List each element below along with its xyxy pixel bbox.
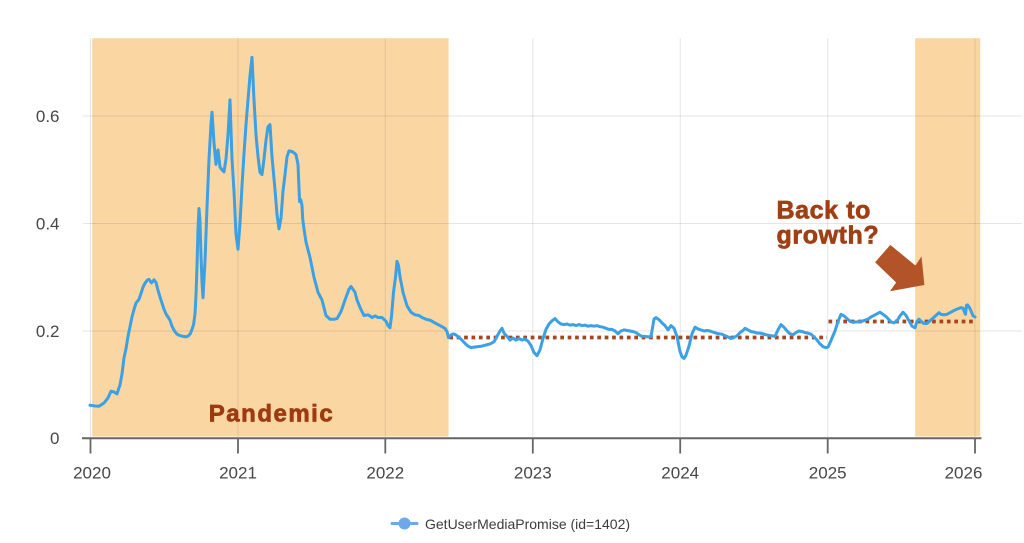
svg-text:0: 0 — [50, 429, 59, 448]
svg-text:2022: 2022 — [366, 464, 404, 483]
svg-text:0.6: 0.6 — [36, 107, 60, 126]
svg-text:2020: 2020 — [73, 464, 111, 483]
svg-text:growth?: growth? — [777, 221, 880, 249]
svg-text:GetUserMediaPromise (id=1402): GetUserMediaPromise (id=1402) — [425, 516, 630, 532]
svg-text:2023: 2023 — [514, 464, 552, 483]
svg-text:0.2: 0.2 — [36, 322, 60, 341]
svg-text:0.4: 0.4 — [36, 215, 60, 234]
svg-text:2025: 2025 — [809, 464, 847, 483]
svg-text:Back to: Back to — [777, 197, 872, 225]
svg-text:2024: 2024 — [661, 464, 699, 483]
svg-text:2026: 2026 — [945, 464, 983, 483]
svg-text:Pandemic: Pandemic — [209, 401, 334, 428]
svg-text:2021: 2021 — [219, 464, 257, 483]
